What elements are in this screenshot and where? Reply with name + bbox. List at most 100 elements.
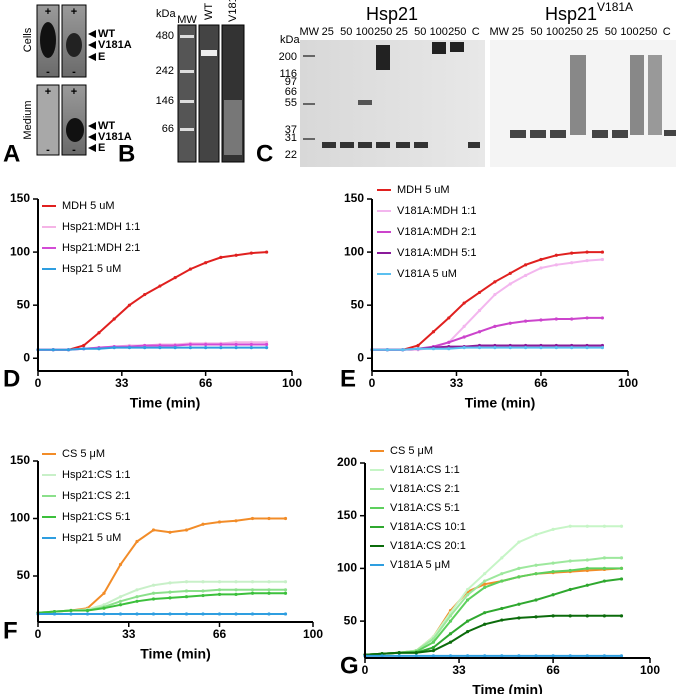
data-point bbox=[602, 654, 607, 658]
data-point bbox=[168, 612, 172, 616]
data-point bbox=[188, 346, 192, 350]
arrow bbox=[88, 122, 96, 130]
panel-letter: G bbox=[340, 652, 359, 679]
data-point bbox=[570, 346, 574, 350]
data-point bbox=[551, 654, 555, 658]
data-point bbox=[524, 346, 528, 350]
data-point bbox=[219, 346, 223, 350]
data-point bbox=[184, 528, 189, 532]
legend-label: Hsp21 5 uM bbox=[62, 532, 121, 544]
data-line bbox=[372, 251, 603, 351]
y-tick-label: 150 bbox=[10, 453, 30, 467]
y-tick-label: 50 bbox=[17, 568, 31, 582]
panel-letter: C bbox=[256, 140, 273, 167]
legend-label: CS 5 μM bbox=[62, 448, 105, 460]
data-point bbox=[219, 342, 223, 347]
data-point bbox=[188, 267, 192, 271]
size-label: 146 bbox=[156, 95, 174, 107]
data-point bbox=[173, 275, 177, 280]
legend-label: Hsp21 5 uM bbox=[62, 263, 121, 275]
data-point bbox=[619, 577, 624, 581]
data-point bbox=[466, 654, 470, 658]
data-point bbox=[448, 614, 453, 618]
panel-letter: F bbox=[3, 617, 18, 644]
x-tick-label: 0 bbox=[369, 376, 376, 390]
data-point bbox=[600, 250, 605, 254]
data-point bbox=[414, 654, 418, 658]
data-point bbox=[431, 330, 436, 334]
data-point bbox=[85, 608, 90, 613]
data-point bbox=[431, 645, 435, 650]
data-point bbox=[127, 303, 132, 307]
data-point bbox=[184, 589, 189, 593]
x-axis-label: Time (min) bbox=[130, 395, 201, 411]
data-point bbox=[158, 284, 162, 288]
data-point bbox=[168, 590, 172, 594]
lane-label: 250 bbox=[565, 26, 583, 38]
legend-label: V181A:CS 10:1 bbox=[390, 521, 466, 533]
legend-label: MDH 5 uM bbox=[397, 184, 450, 196]
data-point bbox=[283, 612, 288, 616]
data-point bbox=[539, 257, 543, 262]
y-tick-label: 150 bbox=[337, 508, 357, 522]
x-tick-label: 100 bbox=[618, 376, 638, 390]
data-point bbox=[585, 566, 589, 571]
legend-label: V181A:CS 2:1 bbox=[390, 483, 460, 495]
data-point bbox=[217, 520, 222, 524]
y-tick-label: 150 bbox=[10, 191, 30, 205]
data-point bbox=[283, 516, 288, 521]
data-point bbox=[118, 603, 123, 607]
data-point bbox=[267, 612, 271, 616]
data-point bbox=[118, 599, 123, 603]
arrow bbox=[88, 133, 96, 141]
x-tick-label: 100 bbox=[282, 376, 302, 390]
x-tick-label: 66 bbox=[546, 663, 560, 677]
legend-label: V181A:MDH 1:1 bbox=[397, 205, 476, 217]
data-point bbox=[102, 606, 106, 610]
size-label: 116 bbox=[279, 68, 297, 80]
data-point bbox=[551, 593, 555, 597]
data-point bbox=[204, 261, 208, 265]
data-point bbox=[585, 614, 589, 618]
data-point bbox=[204, 346, 208, 350]
data-point bbox=[585, 258, 589, 263]
data-point bbox=[234, 342, 238, 347]
legend-label: V181A:MDH 5:1 bbox=[397, 247, 476, 259]
data-point bbox=[462, 346, 466, 350]
data-point bbox=[69, 612, 73, 616]
legend-label: Hsp21:MDH 1:1 bbox=[62, 221, 140, 233]
data-point bbox=[600, 316, 605, 320]
lane-label: V181A bbox=[227, 0, 239, 22]
data-point bbox=[500, 556, 504, 560]
lane-label: 250 bbox=[448, 26, 466, 38]
data-point bbox=[265, 346, 269, 350]
data-point bbox=[414, 651, 418, 655]
data-line bbox=[37, 592, 286, 614]
data-point bbox=[568, 568, 572, 573]
y-tick-label: 150 bbox=[344, 191, 364, 205]
data-point bbox=[554, 263, 558, 267]
lane-label: 50 bbox=[530, 26, 542, 38]
data-point bbox=[500, 606, 504, 611]
legend-label: MDH 5 uM bbox=[62, 200, 115, 212]
data-line bbox=[364, 556, 622, 656]
data-point bbox=[585, 654, 589, 658]
sign: - bbox=[46, 144, 50, 156]
data-point bbox=[448, 640, 453, 644]
data-point bbox=[249, 251, 253, 255]
gel-b-images bbox=[177, 24, 245, 163]
data-point bbox=[462, 324, 466, 329]
lane-label: 100 bbox=[546, 26, 564, 38]
arrow bbox=[88, 144, 96, 152]
marker-label: WT bbox=[98, 28, 115, 40]
data-point bbox=[619, 556, 624, 560]
data-point bbox=[102, 612, 106, 616]
data-point bbox=[570, 317, 574, 321]
data-point bbox=[234, 612, 238, 616]
row-label: Cells bbox=[22, 27, 34, 52]
data-point bbox=[534, 563, 538, 567]
data-point bbox=[118, 562, 123, 567]
data-point bbox=[500, 579, 504, 583]
size-label: 480 bbox=[156, 30, 174, 42]
legend-label: Hsp21:MDH 2:1 bbox=[62, 242, 140, 254]
